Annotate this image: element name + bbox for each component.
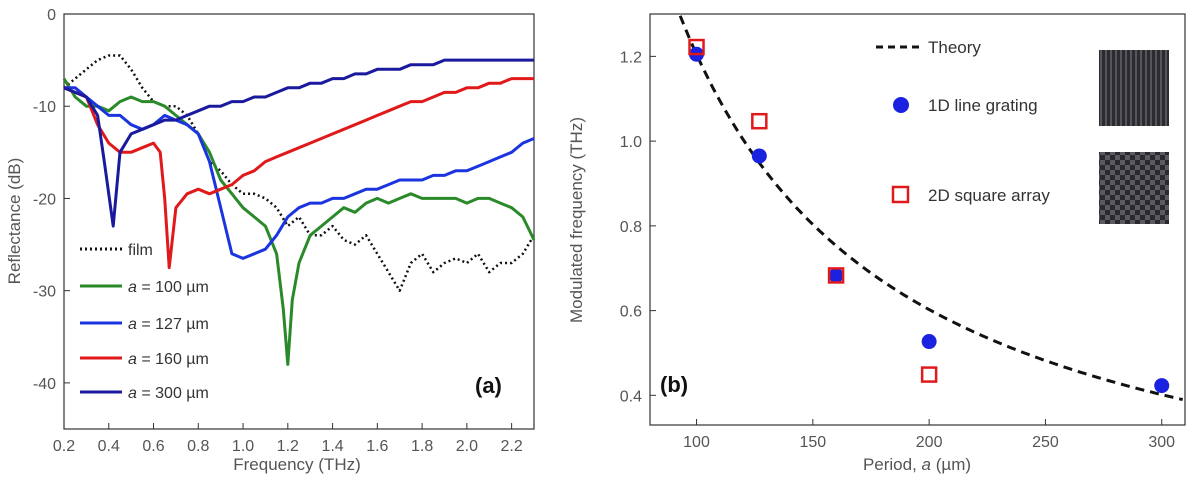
x-tick-label: 150 — [799, 434, 826, 451]
legend-a100-var: a — [128, 279, 137, 296]
legend-a300-value: = 300 µm — [137, 385, 209, 402]
square-array-point — [920, 366, 938, 383]
series-line-a-300-m — [63, 58, 534, 228]
series-line-film — [63, 54, 536, 292]
y-tick-label: -40 — [33, 376, 56, 393]
x-tick-label: 0.6 — [142, 438, 164, 455]
line-grating-point — [751, 148, 767, 164]
panel-b-legend: Theory 1D line grating 2D square array — [876, 38, 1050, 205]
y-tick-label: 0.8 — [620, 219, 642, 236]
y-tick-label: 0 — [47, 7, 56, 24]
panel-a-ylabel: Reflectance (dB) — [5, 158, 24, 285]
y-tick-label: 0.6 — [620, 304, 642, 321]
square-array-point — [688, 38, 705, 56]
series-line-a-160-m — [63, 77, 534, 270]
panel-a-label: (a) — [475, 373, 502, 398]
x-tick-label: 1.4 — [321, 438, 343, 455]
x-tick-label: 1.8 — [411, 438, 433, 455]
y-tick-label: 0.4 — [620, 388, 642, 405]
series-line-a-127-m — [64, 86, 535, 260]
x-tick-label: 200 — [916, 434, 943, 451]
x-tick-label: 2.0 — [456, 438, 478, 455]
x-tick-label: 0.8 — [187, 438, 209, 455]
legend-theory-label: Theory — [928, 38, 981, 57]
legend-a127-value: = 127 µm — [137, 316, 209, 333]
y-tick-label: 1.2 — [620, 49, 642, 66]
panel-b-ylabel: Modulated frequency (THz) — [567, 117, 586, 323]
line-grating-point — [1154, 378, 1170, 394]
legend-a300-var: a — [128, 385, 137, 402]
panel-b-frame — [649, 13, 1186, 426]
x-tick-label: 0.2 — [53, 438, 75, 455]
y-tick-label: -20 — [33, 191, 56, 208]
y-tick-label: -10 — [33, 99, 56, 116]
panel-a: 0.2 0.4 0.6 0.8 1.0 1.2 1.4 1.6 1.8 2.0 2.2 0 -10 -20… — [5, 7, 536, 474]
legend-a100-label: a = 100 µm — [128, 279, 209, 296]
x-tick-label: 1.6 — [366, 438, 388, 455]
line-grating-point — [828, 267, 844, 283]
panel-b-label: (b) — [660, 372, 688, 397]
panel-b-xlabel-suffix: (µm) — [931, 455, 971, 474]
series-line-a-100-m — [62, 77, 536, 366]
square-array-sample-image — [1099, 152, 1169, 224]
legend-a300-label: a = 300 µm — [128, 385, 209, 402]
legend-2d-label: 2D square array — [928, 186, 1050, 205]
theory-curve — [678, 15, 1184, 402]
legend-2d-marker — [891, 185, 910, 204]
panel-a-xlabel: Frequency (THz) — [233, 455, 361, 474]
x-tick-label: 100 — [683, 434, 710, 451]
panel-b: 100 150 200 250 300 0.4 0.6 0.8 1.0 1.2 Theory 1D… — [567, 13, 1186, 474]
legend-a160-var: a — [128, 351, 137, 368]
legend-a160-value: = 160 µm — [137, 351, 209, 368]
y-tick-label: 1.0 — [620, 134, 642, 151]
x-tick-label: 1.0 — [232, 438, 254, 455]
square-array-point — [751, 112, 768, 130]
legend-a127-label: a = 127 µm — [128, 316, 209, 333]
panel-b-xlabel-prefix: Period, — [863, 455, 922, 474]
legend-film-label: film — [128, 242, 153, 259]
x-tick-label: 250 — [1032, 434, 1059, 451]
x-tick-label: 1.2 — [277, 438, 299, 455]
x-tick-label: 2.2 — [500, 438, 522, 455]
legend-a127-var: a — [128, 316, 137, 333]
square-array-point — [827, 267, 845, 284]
x-tick-label: 0.4 — [98, 438, 120, 455]
x-tick-label: 300 — [1148, 434, 1175, 451]
panel-b-xlabel: Period, a (µm) — [863, 455, 971, 474]
panel-b-xlabel-var: a — [922, 455, 931, 474]
legend-a160-label: a = 160 µm — [128, 351, 209, 368]
legend-1d-label: 1D line grating — [928, 96, 1038, 115]
line-grating-point — [921, 334, 937, 350]
line-grating-sample-image — [1099, 50, 1169, 126]
legend-1d-marker — [893, 97, 909, 113]
panel-a-frame — [63, 13, 535, 430]
y-tick-label: -30 — [33, 284, 56, 301]
legend-a100-value: = 100 µm — [137, 279, 209, 296]
panel-a-legend: film a = 100 µm a = 127 µm a = 160 µm a … — [80, 242, 209, 402]
